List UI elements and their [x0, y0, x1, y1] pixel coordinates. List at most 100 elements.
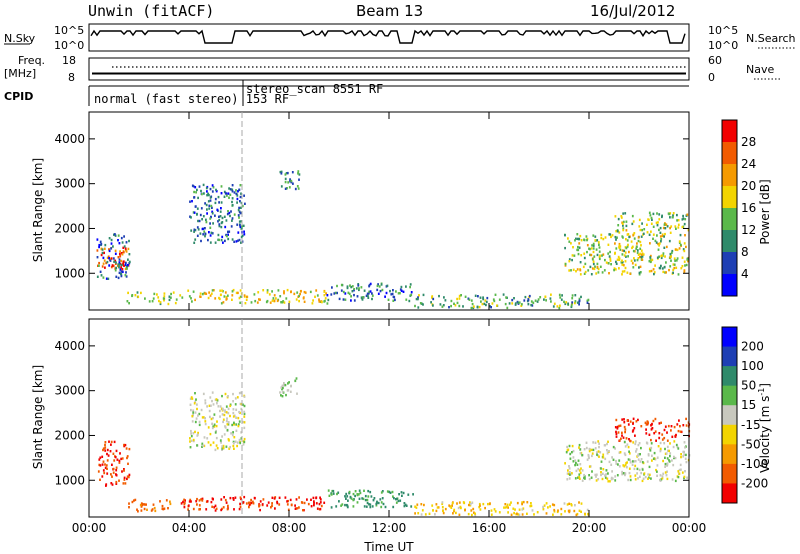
echo-pixel [207, 200, 210, 203]
echo-pixel [208, 231, 210, 234]
echo-pixel [231, 433, 234, 437]
echo-pixel [400, 289, 403, 292]
echo-pixel [596, 451, 598, 454]
echo-pixel [227, 504, 229, 508]
ytick-label: 2000 [54, 428, 85, 442]
echo-pixel [115, 473, 117, 476]
echo-pixel [687, 260, 689, 263]
echo-pixel [626, 419, 629, 422]
echo-pixel [193, 228, 196, 231]
echo-pixel [206, 405, 208, 408]
echo-pixel [127, 258, 129, 261]
echo-pixel [514, 303, 517, 306]
echo-pixel [183, 498, 185, 501]
echo-pixel [586, 238, 588, 242]
echo-pixel [458, 294, 461, 298]
echo-pixel [298, 496, 300, 499]
echo-pixel [240, 407, 243, 411]
colorbar-segment [722, 252, 737, 275]
echo-pixel [618, 246, 621, 249]
echo-pixel [529, 504, 532, 508]
echo-pixel [286, 503, 289, 506]
echo-pixel [222, 506, 225, 509]
echo-pixel [564, 462, 566, 465]
nave-tick-bottom: 0 [708, 71, 715, 84]
echo-pixel [118, 271, 121, 274]
echo-pixel [199, 232, 202, 235]
echo-pixel [625, 255, 627, 258]
echo-pixel [580, 239, 583, 242]
echo-pixel [586, 244, 589, 247]
echo-pixel [398, 493, 400, 496]
echo-pixel [568, 258, 571, 261]
echo-pixel [266, 299, 269, 303]
echo-pixel [615, 238, 617, 241]
echo-pixel [206, 194, 208, 197]
echo-pixel [472, 507, 475, 511]
echo-pixel [204, 420, 207, 423]
echo-pixel [571, 451, 573, 454]
echo-pixel [219, 439, 222, 442]
echo-pixel [272, 297, 275, 300]
echo-pixel [448, 504, 451, 507]
echo-pixel [313, 502, 315, 505]
echo-pixel [659, 235, 662, 238]
echo-pixel [286, 288, 289, 292]
echo-pixel [141, 503, 144, 506]
echo-pixel [570, 242, 572, 245]
echo-pixel [236, 197, 239, 201]
echo-pixel [521, 513, 524, 516]
echo-pixel [575, 270, 577, 273]
echo-pixel [296, 185, 299, 188]
echo-pixel [231, 184, 234, 187]
echo-pixel [645, 432, 648, 435]
echo-pixel [641, 461, 644, 464]
echo-pixel [235, 423, 238, 426]
echo-pixel [194, 229, 197, 232]
echo-pixel [616, 258, 619, 261]
echo-pixel [664, 227, 667, 230]
echo-pixel [668, 239, 671, 243]
echo-pixel [224, 225, 227, 229]
echo-pixel [294, 187, 297, 191]
echo-pixel [587, 269, 590, 272]
echo-pixel [622, 472, 625, 475]
echo-pixel [448, 306, 450, 309]
echo-pixel [200, 207, 203, 210]
echo-pixel [552, 513, 554, 516]
echo-pixel [316, 294, 319, 297]
echo-pixel [615, 462, 618, 465]
echo-pixel [632, 266, 635, 269]
echo-pixel [243, 421, 246, 424]
echo-pixel [96, 275, 99, 278]
echo-pixel [210, 215, 212, 219]
echo-pixel [114, 233, 116, 236]
echo-pixel [579, 261, 582, 264]
echo-pixel [234, 496, 237, 499]
echo-pixel [669, 252, 672, 256]
echo-pixel [102, 256, 105, 260]
echo-pixel [349, 495, 352, 499]
echo-pixel [227, 192, 230, 195]
echo-pixel [196, 188, 198, 192]
echo-pixel [678, 468, 681, 472]
echo-pixel [179, 294, 182, 297]
echo-pixel [323, 300, 326, 303]
echo-pixel [330, 293, 333, 296]
echo-pixel [661, 233, 664, 236]
echo-pixel [638, 273, 641, 276]
echo-pixel [666, 431, 668, 434]
echo-pixel [221, 435, 223, 438]
echo-pixel [191, 200, 193, 203]
echo-pixel [542, 505, 544, 509]
echo-pixel [196, 234, 199, 237]
echo-pixel [643, 228, 646, 231]
echo-pixel [392, 495, 394, 498]
echo-pixel [231, 238, 234, 241]
echo-pixel [649, 260, 652, 264]
echo-pixel [611, 477, 614, 480]
echo-pixel [285, 172, 288, 175]
echo-pixel [637, 443, 640, 447]
echo-pixel [124, 274, 127, 277]
echo-pixel [646, 460, 649, 463]
